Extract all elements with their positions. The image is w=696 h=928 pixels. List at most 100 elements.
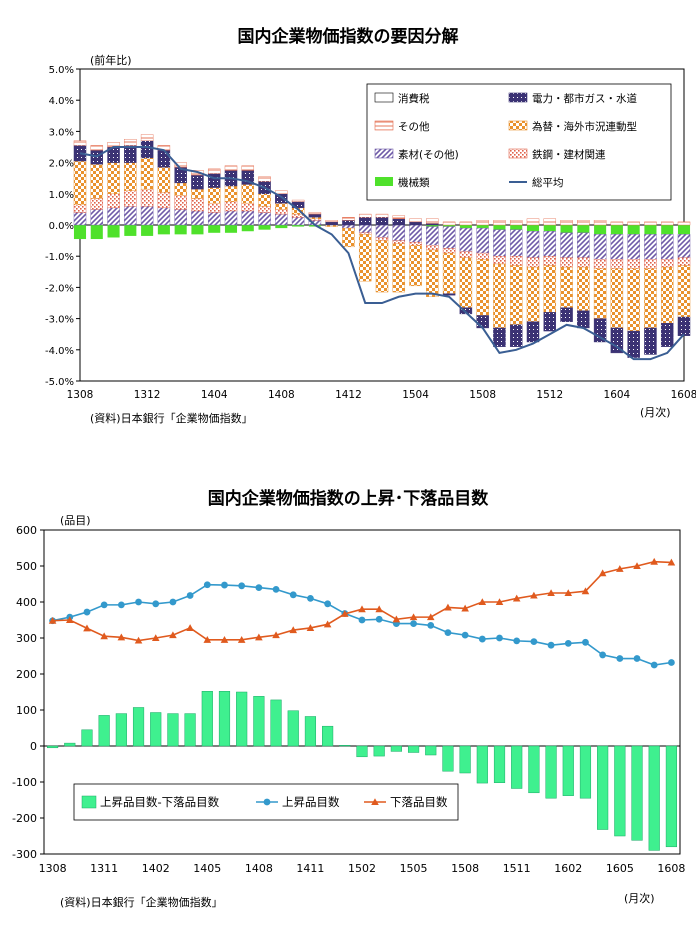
chart2-x-unit: (月次) <box>624 892 655 905</box>
chart1-bar-segment <box>107 162 120 195</box>
chart1-y-tick-label: 2.0% <box>49 159 74 170</box>
chart1-bar-segment <box>73 160 87 205</box>
chart1-bar-segment <box>358 216 372 226</box>
chart1-bar-segment <box>124 145 137 163</box>
chart1-bar-segment <box>409 245 422 287</box>
chart2-diff-bar <box>47 745 59 749</box>
chart1-bar-segment <box>157 192 171 209</box>
chart1-y-tick-label: -3.0% <box>45 315 74 326</box>
chart1-bar-segment <box>627 330 640 358</box>
chart2-rise-point <box>599 651 607 659</box>
chart1-bar-segment <box>644 268 657 329</box>
chart2-rise-point <box>186 592 194 599</box>
chart1-bar-segment <box>459 225 472 229</box>
chart1-bar-segment <box>124 225 137 236</box>
chart2-rise-point <box>650 661 658 669</box>
chart1-y-tick-label: -5.0% <box>45 377 74 388</box>
chart1-bar-segment <box>157 149 171 168</box>
chart2-y-tick-label: 400 <box>16 596 37 609</box>
chart2-fall-point <box>83 624 91 632</box>
chart1-bar-segment <box>677 221 691 226</box>
chart2-y-tick-label: 600 <box>16 524 37 537</box>
chart2-fall-point <box>48 616 57 624</box>
chart2-fall-point <box>547 589 555 597</box>
chart2-diff-bar <box>304 716 317 747</box>
chart1-bar-segment <box>258 206 271 213</box>
chart2-rise-point <box>410 620 417 627</box>
chart2-x-tick-label: 1505 <box>400 862 428 875</box>
chart1-bar-segment <box>275 202 288 210</box>
chart2-fall-point <box>461 604 469 612</box>
chart1-bar-segment <box>426 226 439 246</box>
chart1-bar-segment <box>90 145 104 151</box>
chart1-bar-segment <box>577 310 590 329</box>
chart2-y-tick-label: -300 <box>12 848 37 861</box>
chart1-bar-segment <box>660 234 674 260</box>
chart1-bar-segment <box>375 240 389 293</box>
chart1-legend-swatch <box>508 120 528 131</box>
chart2-fall-point <box>495 598 504 606</box>
chart1-bar-segment <box>124 138 137 146</box>
chart2-rise-point <box>203 581 211 589</box>
chart1-x-tick-label: 1504 <box>402 389 429 401</box>
chart1-title: 国内企業物価指数の要因分解 <box>237 27 459 47</box>
chart1-bar-segment <box>241 202 255 212</box>
chart1-bar-segment <box>610 234 624 260</box>
chart1-bar-segment <box>493 225 506 230</box>
chart1-legend-swatch <box>508 92 528 103</box>
chart1-x-tick-label: 1608 <box>671 389 696 401</box>
chart1-bar-segment <box>342 227 355 248</box>
chart1-bar-segment <box>208 225 221 233</box>
chart2-diff-bar <box>81 729 93 747</box>
chart1-bar-segment <box>241 184 255 204</box>
chart2-legend-label: 上昇品目数-下落品目数 <box>100 795 220 809</box>
chart2-legend-swatch <box>263 798 271 806</box>
chart2-rise-point <box>461 631 469 639</box>
chart2-fall-point <box>616 565 624 572</box>
chart1-bar-segment <box>627 225 640 235</box>
chart1-x-tick-label: 1308 <box>67 389 94 401</box>
chart1-bar-segment <box>459 307 473 315</box>
chart1-legend-swatch <box>374 148 394 159</box>
chart2-fall-line <box>52 560 672 642</box>
chart2-diff-bar <box>150 712 162 747</box>
chart1-bar-segment <box>677 316 691 336</box>
chart2-fall-point <box>426 613 435 621</box>
chart1-svg: 5.0% 4.0% 3.0% 2.0% 1.0% 0.0% -1.0% -2.0% -3.0% -… <box>45 65 696 401</box>
chart2-fall-point <box>633 562 641 570</box>
chart1-bar-segment <box>442 252 456 294</box>
chart2-x-tick-label: 1508 <box>451 862 479 875</box>
chart1-bar-segment <box>560 220 573 226</box>
chart1-y-tick-label: 4.0% <box>49 96 74 107</box>
chart1-bar-segment <box>275 213 288 226</box>
chart1-bar-segment <box>493 220 506 226</box>
chart1-bar-segment <box>224 165 238 171</box>
chart1-bar-segment <box>375 213 389 218</box>
chart2-y-tick-label: 200 <box>16 668 37 681</box>
chart1-source: (資料)日本銀行「企業物価指数」 <box>90 412 253 425</box>
chart1-bar-segment <box>426 245 439 251</box>
chart2-rise-point <box>375 615 383 623</box>
chart2-rise-point <box>582 638 589 646</box>
chart2-fall-point <box>512 594 521 602</box>
chart2-diff-bar <box>562 745 574 796</box>
chart1-legend-label: 素材(その他) <box>398 148 459 161</box>
chart1-bar-segment <box>140 134 154 141</box>
chart2-fall-point <box>289 626 298 634</box>
chart2-fall-point <box>186 624 194 631</box>
chart1-bar-segment <box>124 206 137 226</box>
chart1-bar-segment <box>509 229 523 257</box>
chart1-bar-segment <box>124 162 137 191</box>
chart1-bar-segment <box>73 140 87 146</box>
chart1-bar-segment <box>442 293 456 296</box>
chart2-diff-bar <box>528 745 540 794</box>
chart1-bar-segment <box>543 312 557 332</box>
chart2-fall-point <box>598 569 607 577</box>
chart2-fall-point <box>650 557 659 565</box>
chart1-bar-segment <box>358 224 372 234</box>
chart1-bar-segment <box>107 225 120 238</box>
chart2-diff-bar <box>115 713 127 747</box>
chart2-diff-bar <box>236 691 248 747</box>
chart1-x-tick-label: 1604 <box>604 389 631 401</box>
chart1-bar-segment <box>560 257 573 268</box>
